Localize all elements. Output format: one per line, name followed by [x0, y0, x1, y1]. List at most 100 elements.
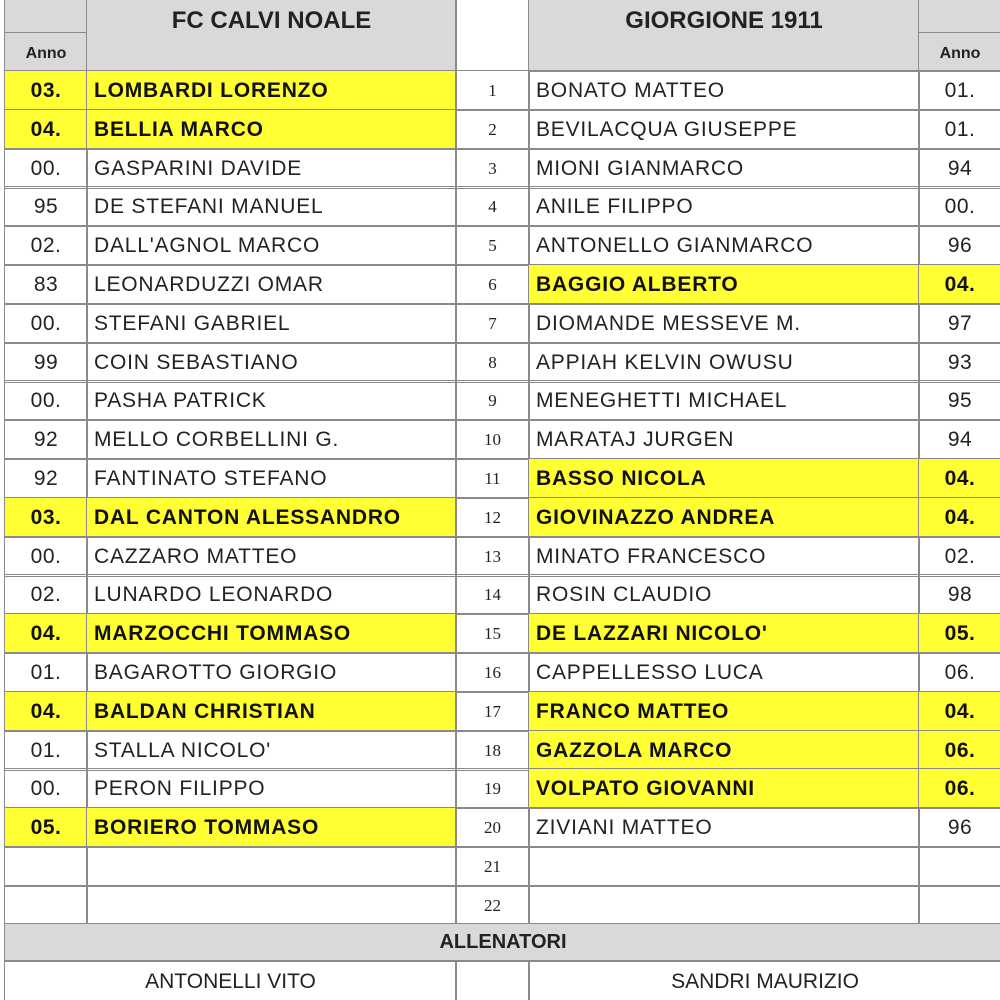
home-player-name: GASPARINI DAVIDE — [86, 148, 457, 189]
home-player-name: LUNARDO LEONARDO — [86, 574, 457, 615]
home-anno-header-top — [4, 0, 88, 34]
home-player-name: BALDAN CHRISTIAN — [86, 691, 457, 732]
home-player-name: CAZZARO MATTEO — [86, 536, 457, 577]
away-player-name: APPIAH KELVIN OWUSU — [528, 342, 920, 383]
away-player-anno: 98 — [918, 574, 1000, 615]
away-player-anno: 97 — [918, 303, 1000, 344]
shirt-number: 19 — [455, 768, 530, 809]
away-player-name: ANILE FILIPPO — [528, 186, 920, 227]
home-player-anno: 04. — [4, 109, 88, 150]
away-player-anno: 96 — [918, 807, 1000, 848]
home-player-anno: 95 — [4, 186, 88, 227]
shirt-number: 5 — [455, 225, 530, 266]
home-player-anno: 04. — [4, 691, 88, 732]
away-player-name: FRANCO MATTEO — [528, 691, 920, 732]
home-player-name: DAL CANTON ALESSANDRO — [86, 497, 457, 538]
away-player-anno: 04. — [918, 497, 1000, 538]
away-player-anno: 04. — [918, 458, 1000, 499]
shirt-number: 10 — [455, 419, 530, 460]
home-player-name: BORIERO TOMMASO — [86, 807, 457, 848]
home-anno-header: Anno — [4, 32, 88, 72]
home-coach: ANTONELLI VITO — [4, 960, 457, 1000]
away-player-name: ANTONELLO GIANMARCO — [528, 225, 920, 266]
away-player-anno — [918, 846, 1000, 887]
home-player-name: LEONARDUZZI OMAR — [86, 264, 457, 305]
home-player-name: PERON FILIPPO — [86, 768, 457, 809]
away-player-anno: 94 — [918, 419, 1000, 460]
home-player-anno: 01. — [4, 652, 88, 693]
home-player-anno: 83 — [4, 264, 88, 305]
away-player-name: BASSO NICOLA — [528, 458, 920, 499]
away-anno-header: Anno — [918, 32, 1000, 72]
away-player-name: MIONI GIANMARCO — [528, 148, 920, 189]
shirt-number: 7 — [455, 303, 530, 344]
shirt-number: 12 — [455, 497, 530, 538]
away-player-name: BAGGIO ALBERTO — [528, 264, 920, 305]
shirt-number: 8 — [455, 342, 530, 383]
away-player-name: CAPPELLESSO LUCA — [528, 652, 920, 693]
away-player-name: MARATAJ JURGEN — [528, 419, 920, 460]
away-player-name: VOLPATO GIOVANNI — [528, 768, 920, 809]
away-anno-header-top — [918, 0, 1000, 34]
home-player-anno: 92 — [4, 419, 88, 460]
away-player-name: DE LAZZARI NICOLO' — [528, 613, 920, 654]
home-player-name: MELLO CORBELLINI G. — [86, 419, 457, 460]
home-player-name: COIN SEBASTIANO — [86, 342, 457, 383]
home-player-anno: 02. — [4, 574, 88, 615]
away-player-anno: 01. — [918, 109, 1000, 150]
home-player-anno: 01. — [4, 730, 88, 771]
away-player-name: BEVILACQUA GIUSEPPE — [528, 109, 920, 150]
home-player-anno: 04. — [4, 613, 88, 654]
away-player-name — [528, 846, 920, 887]
away-player-anno: 06. — [918, 652, 1000, 693]
home-player-anno: 00. — [4, 768, 88, 809]
shirt-number: 15 — [455, 613, 530, 654]
home-player-anno — [4, 846, 88, 887]
home-player-name: STALLA NICOLO' — [86, 730, 457, 771]
home-player-anno: 99 — [4, 342, 88, 383]
away-player-name: BONATO MATTEO — [528, 70, 920, 111]
home-player-name: STEFANI GABRIEL — [86, 303, 457, 344]
shirt-number: 16 — [455, 652, 530, 693]
home-team-name: FC CALVI NOALE — [86, 0, 457, 72]
home-player-anno: 02. — [4, 225, 88, 266]
home-player-name: DALL'AGNOL MARCO — [86, 225, 457, 266]
home-player-name: DE STEFANI MANUEL — [86, 186, 457, 227]
home-player-anno: 00. — [4, 536, 88, 577]
shirt-number: 17 — [455, 691, 530, 732]
away-player-name: ROSIN CLAUDIO — [528, 574, 920, 615]
shirt-number: 21 — [455, 846, 530, 887]
shirt-number: 9 — [455, 380, 530, 421]
home-player-anno: 92 — [4, 458, 88, 499]
away-player-name: GIOVINAZZO ANDREA — [528, 497, 920, 538]
shirt-number: 22 — [455, 885, 530, 926]
away-player-anno: 06. — [918, 730, 1000, 771]
shirt-number: 11 — [455, 458, 530, 499]
away-player-name — [528, 885, 920, 926]
number-header — [455, 0, 530, 72]
away-player-anno — [918, 885, 1000, 926]
away-player-anno: 04. — [918, 691, 1000, 732]
home-player-name: LOMBARDI LORENZO — [86, 70, 457, 111]
home-player-anno: 00. — [4, 380, 88, 421]
away-player-name: GAZZOLA MARCO — [528, 730, 920, 771]
home-player-anno: 00. — [4, 148, 88, 189]
coach-spacer — [455, 960, 530, 1000]
shirt-number: 20 — [455, 807, 530, 848]
home-player-name: PASHA PATRICK — [86, 380, 457, 421]
shirt-number: 18 — [455, 730, 530, 771]
away-player-anno: 02. — [918, 536, 1000, 577]
shirt-number: 4 — [455, 186, 530, 227]
shirt-number: 2 — [455, 109, 530, 150]
home-player-name — [86, 846, 457, 887]
away-player-anno: 05. — [918, 613, 1000, 654]
home-player-anno: 03. — [4, 497, 88, 538]
away-player-anno: 06. — [918, 768, 1000, 809]
shirt-number: 14 — [455, 574, 530, 615]
shirt-number: 3 — [455, 148, 530, 189]
away-player-name: MINATO FRANCESCO — [528, 536, 920, 577]
away-player-name: DIOMANDE MESSEVE M. — [528, 303, 920, 344]
away-player-anno: 96 — [918, 225, 1000, 266]
home-player-anno — [4, 885, 88, 926]
